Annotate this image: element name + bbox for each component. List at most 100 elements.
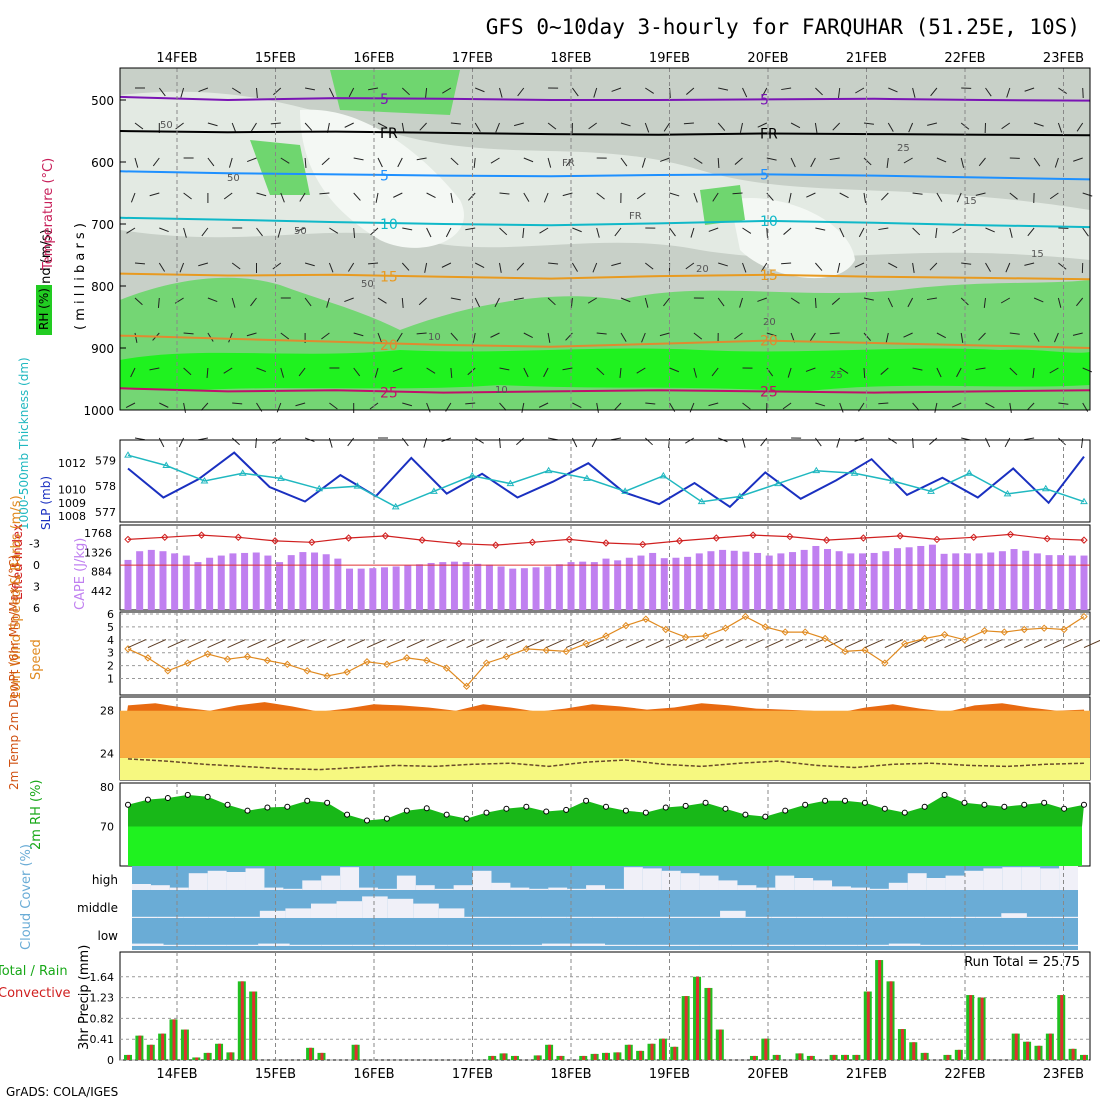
date-label-bottom: 15FEB bbox=[255, 1067, 296, 1082]
rh-point bbox=[345, 812, 350, 817]
contour-label: 20 bbox=[760, 334, 778, 350]
cloud-cover-bar bbox=[283, 889, 302, 890]
cloud-cover-bar bbox=[132, 917, 158, 918]
rh-point bbox=[862, 800, 867, 805]
li-tick-label: -3 bbox=[29, 538, 40, 551]
precip-convective-bar bbox=[503, 1053, 506, 1060]
cape-bar bbox=[987, 553, 994, 610]
precip-convective-bar bbox=[1049, 1034, 1052, 1060]
date-label-bottom: 21FEB bbox=[846, 1067, 887, 1082]
wind10m-barb bbox=[845, 640, 863, 648]
cloud-cover-bar bbox=[490, 917, 516, 918]
cloud-cover-bar bbox=[927, 878, 946, 890]
cloud-cover-bar bbox=[285, 908, 311, 918]
wind10m-barb bbox=[885, 640, 903, 648]
cape-bar bbox=[964, 553, 971, 610]
rh-point bbox=[1042, 800, 1047, 805]
precip-convective-bar bbox=[616, 1052, 619, 1060]
precip-convective-bar bbox=[639, 1051, 642, 1060]
date-label-top: 15FEB bbox=[255, 51, 296, 66]
cloud-cover-bar bbox=[794, 945, 826, 946]
wind10m-barb bbox=[726, 640, 744, 648]
run-total: Run Total = 25.75 bbox=[964, 955, 1080, 970]
cape-bar bbox=[824, 549, 831, 610]
cloud-cover-bar bbox=[311, 904, 337, 918]
cape-bar bbox=[486, 565, 493, 610]
cloud-cover-bar bbox=[416, 945, 448, 946]
precip-convective-bar bbox=[753, 1056, 756, 1060]
li-tick-label: 6 bbox=[33, 602, 40, 615]
pressure-tick-label: 600 bbox=[91, 156, 114, 170]
wind10m-barb bbox=[646, 640, 664, 648]
rh-point bbox=[325, 800, 330, 805]
cape-bar bbox=[439, 562, 446, 610]
thickness-tick-label: 578 bbox=[95, 480, 116, 493]
cloud-cover-bar bbox=[541, 917, 567, 918]
precip-convective-bar bbox=[890, 981, 893, 1060]
wind10m-barb bbox=[805, 640, 823, 648]
cape-bar bbox=[276, 562, 283, 610]
wind10m-barb bbox=[506, 640, 524, 648]
wind-barb bbox=[837, 438, 840, 448]
date-label-top: 23FEB bbox=[1043, 51, 1084, 66]
cloud-cover-bar bbox=[170, 888, 189, 890]
rh-tick-label: 80 bbox=[100, 781, 114, 794]
cloud-cover-bar bbox=[592, 917, 618, 918]
wind-barb bbox=[232, 438, 239, 445]
precip-convective-bar bbox=[924, 1053, 927, 1060]
rh-point bbox=[165, 796, 170, 801]
precip-convective-bar bbox=[969, 995, 972, 1060]
slp-tick-label: 1009 bbox=[58, 497, 86, 510]
precip-convective-bar bbox=[776, 1055, 779, 1060]
wind10m-barb bbox=[546, 640, 564, 648]
cloud-cover-bar bbox=[473, 871, 492, 890]
precip-convective-bar bbox=[491, 1056, 494, 1060]
pressure-tick-label: 900 bbox=[91, 342, 114, 356]
cloud-cover-bar bbox=[227, 945, 259, 946]
date-label-bottom: 17FEB bbox=[452, 1067, 493, 1082]
upper-label-temp: Temperature (°C) bbox=[41, 158, 56, 271]
wind10m-barb bbox=[1044, 640, 1062, 648]
cape-bar bbox=[579, 562, 586, 610]
precip-convective-bar bbox=[855, 1055, 858, 1060]
rh-point bbox=[623, 808, 628, 813]
cloud-row-label: low bbox=[98, 929, 119, 943]
cape-tick-label: 884 bbox=[91, 566, 112, 579]
cloud-cover-bar bbox=[378, 889, 397, 890]
contour-label: 10 bbox=[380, 217, 398, 233]
precip-convective-bar bbox=[582, 1056, 585, 1060]
cape-bar bbox=[381, 567, 388, 610]
precip-convective-bar bbox=[685, 996, 688, 1060]
rh-contour-label: 20 bbox=[696, 264, 709, 275]
cape-bar bbox=[288, 555, 295, 610]
cloud-cover-bar bbox=[832, 886, 851, 890]
wind10m-panel bbox=[120, 612, 1090, 695]
rh-point bbox=[225, 802, 230, 807]
precip-tick-label: 0.41 bbox=[90, 1033, 115, 1046]
rh-tick-label: 70 bbox=[100, 820, 114, 833]
wind10m-speed-label: Speed bbox=[29, 639, 44, 680]
cloud-label: Cloud Cover (%) bbox=[19, 844, 34, 950]
precip-convective-bar bbox=[946, 1055, 949, 1060]
wind-barb bbox=[592, 438, 597, 447]
wind10m-barb bbox=[128, 640, 146, 648]
rh-point bbox=[663, 805, 668, 810]
cloud-cover-bar bbox=[925, 917, 951, 918]
rh-point bbox=[882, 806, 887, 811]
wind-barb bbox=[743, 438, 746, 448]
cloud-cover-bar bbox=[548, 888, 567, 890]
wind10m-barb bbox=[706, 640, 724, 648]
date-label-bottom: 22FEB bbox=[944, 1067, 985, 1082]
wind10m-barb bbox=[228, 640, 246, 648]
cloud-cover-bar bbox=[1040, 868, 1059, 890]
precip-convective-bar bbox=[1060, 995, 1063, 1060]
cape-bar bbox=[859, 553, 866, 610]
rh-point bbox=[484, 810, 489, 815]
pressure-tick-label: 800 bbox=[91, 280, 114, 294]
rh-point bbox=[902, 810, 907, 815]
cloud-cover-bar bbox=[362, 896, 388, 918]
cape-bar bbox=[614, 560, 621, 610]
precip-convective-bar bbox=[810, 1056, 813, 1060]
wind-barb bbox=[645, 438, 652, 445]
